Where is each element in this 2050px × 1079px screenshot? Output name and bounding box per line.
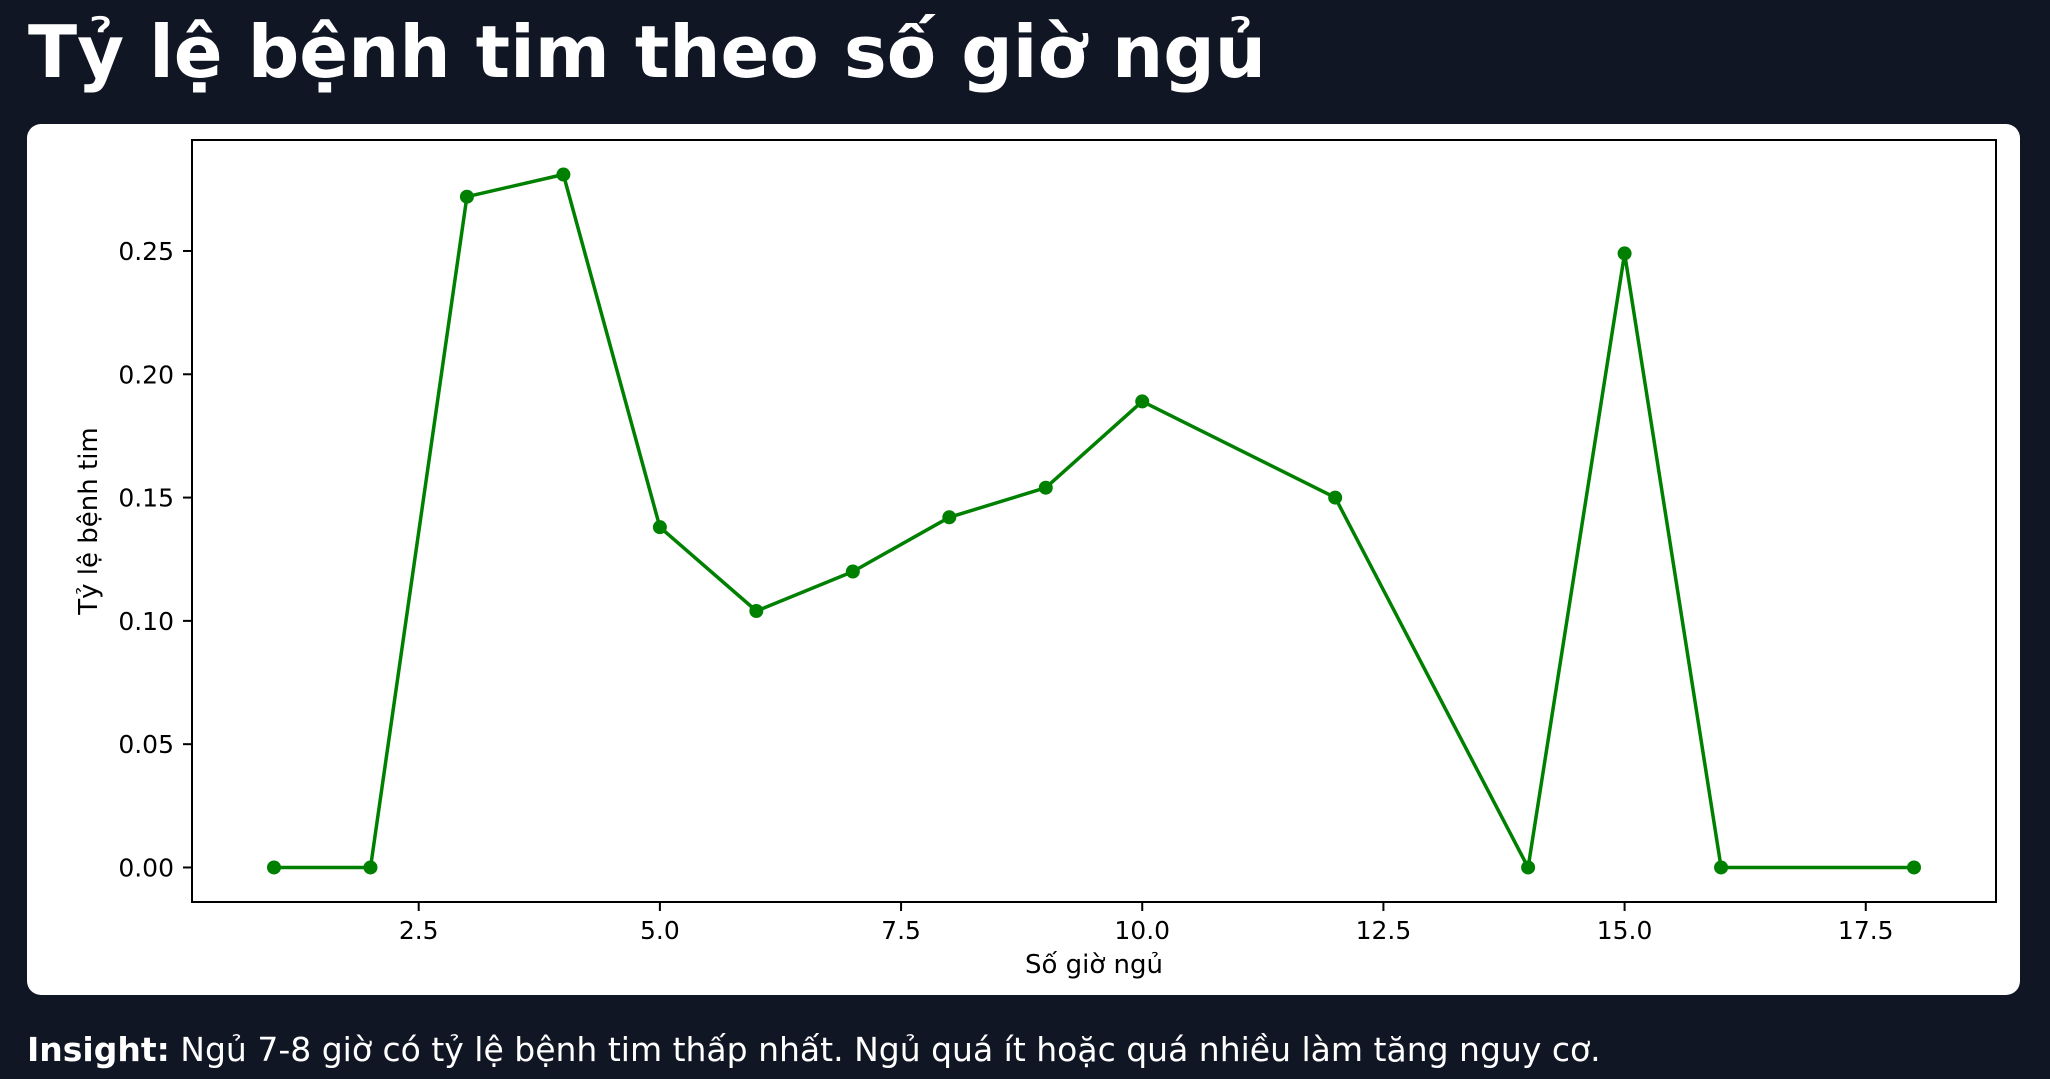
x-tick-label: 17.5 <box>1838 916 1894 945</box>
data-point <box>459 189 474 204</box>
x-tick-label: 2.5 <box>399 916 439 945</box>
y-tick-label: 0.10 <box>118 607 174 636</box>
y-tick-label: 0.25 <box>118 237 174 266</box>
data-point <box>267 860 281 875</box>
y-tick-label: 0.00 <box>118 853 174 882</box>
data-point <box>1038 480 1053 495</box>
x-axis-ticks: 2.5 5.0 7.5 10.0 12.5 15.0 17.5 <box>399 902 1894 945</box>
data-point <box>1135 394 1150 409</box>
data-point <box>1521 860 1536 875</box>
data-point <box>1328 490 1343 505</box>
data-point <box>1714 860 1729 875</box>
y-axis-label: Tỷ lệ bệnh tim <box>74 427 104 615</box>
x-tick-label: 15.0 <box>1597 916 1653 945</box>
y-tick-label: 0.15 <box>118 484 174 513</box>
data-point <box>942 510 957 525</box>
x-tick-label: 10.0 <box>1114 916 1170 945</box>
data-point <box>749 604 764 619</box>
data-point <box>556 167 571 182</box>
line-chart: 0.00 0.05 0.10 0.15 0.20 0.25 2.5 5.0 7.5 10.0 12… <box>74 139 1997 980</box>
x-tick-label: 5.0 <box>640 916 680 945</box>
series-line <box>274 172 1914 870</box>
page-title: Tỷ lệ bệnh tim theo số giờ ngủ <box>28 10 1267 94</box>
data-point <box>1617 246 1632 261</box>
x-tick-label: 12.5 <box>1356 916 1412 945</box>
data-point <box>363 860 378 875</box>
insight-text: Insight: Ngủ 7-8 giờ có tỷ lệ bệnh tim t… <box>27 1026 1601 1074</box>
series-points <box>267 167 1921 875</box>
insight-label: Insight: <box>27 1030 170 1069</box>
data-point <box>845 564 860 579</box>
plot-area-frame <box>191 139 1997 903</box>
insight-message: Ngủ 7-8 giờ có tỷ lệ bệnh tim thấp nhất.… <box>169 1030 1601 1069</box>
y-tick-label: 0.05 <box>118 730 174 759</box>
data-point <box>652 520 667 535</box>
y-axis-ticks: 0.00 0.05 0.10 0.15 0.20 0.25 <box>118 237 192 882</box>
x-axis-label: Số giờ ngủ <box>1025 950 1163 980</box>
y-tick-label: 0.20 <box>118 360 174 389</box>
data-point <box>1907 860 1921 875</box>
x-tick-label: 7.5 <box>881 916 921 945</box>
chart-card: 0.00 0.05 0.10 0.15 0.20 0.25 2.5 5.0 7.5 10.0 12… <box>27 124 2020 995</box>
